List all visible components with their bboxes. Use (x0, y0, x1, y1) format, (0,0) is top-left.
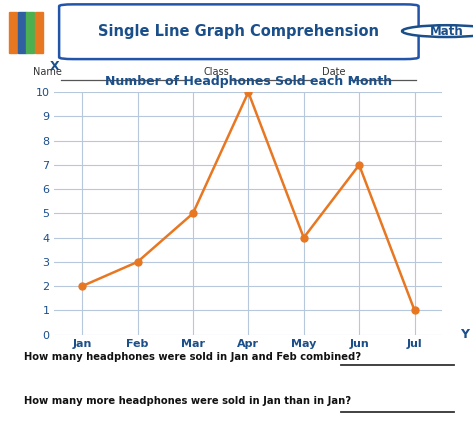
Circle shape (402, 25, 473, 37)
Text: Math: Math (430, 24, 464, 38)
Bar (18, 12, 26, 53)
Text: X: X (50, 60, 59, 73)
Text: Date: Date (322, 67, 345, 77)
Text: How many more headphones were sold in Jan than in Jan?: How many more headphones were sold in Ja… (24, 396, 351, 406)
FancyBboxPatch shape (59, 4, 419, 59)
Title: Number of Headphones Sold each Month: Number of Headphones Sold each Month (105, 76, 392, 88)
Text: Single Line Graph Comprehension: Single Line Graph Comprehension (98, 24, 379, 39)
Text: Y: Y (460, 328, 469, 341)
Text: How many headphones were sold in Jan and Feb combined?: How many headphones were sold in Jan and… (24, 352, 361, 362)
Bar (26, 12, 35, 53)
Text: Name: Name (33, 67, 62, 77)
Text: Class: Class (203, 67, 229, 77)
Bar (9, 12, 18, 53)
Bar (35, 12, 43, 53)
